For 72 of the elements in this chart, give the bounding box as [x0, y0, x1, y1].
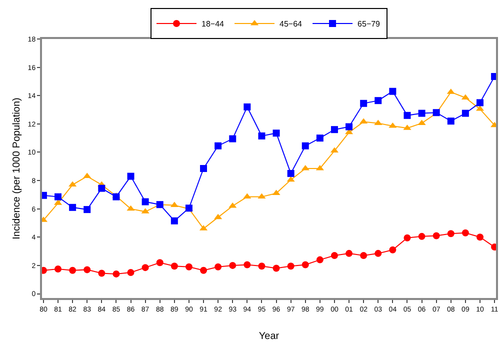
point — [200, 165, 208, 172]
point — [360, 118, 368, 124]
point — [170, 217, 178, 224]
point — [360, 252, 368, 260]
point — [404, 234, 411, 242]
point — [330, 126, 338, 134]
point — [170, 262, 178, 270]
point — [214, 214, 222, 220]
point — [272, 130, 280, 137]
legend-label: 18−44 — [202, 20, 225, 29]
point — [243, 193, 252, 199]
point — [302, 142, 309, 150]
point — [389, 246, 396, 254]
point — [360, 100, 368, 107]
point — [156, 259, 164, 266]
point — [54, 193, 62, 200]
point — [229, 135, 236, 142]
point — [84, 266, 91, 274]
point — [84, 206, 91, 214]
point — [476, 234, 484, 241]
point — [418, 110, 426, 117]
point — [418, 232, 426, 240]
point — [127, 172, 134, 180]
point — [447, 118, 454, 125]
point — [69, 204, 76, 211]
legend-label: 65−79 — [358, 20, 381, 29]
point — [346, 250, 353, 257]
point — [98, 270, 106, 277]
point — [404, 112, 411, 119]
point — [170, 202, 178, 208]
point — [98, 184, 106, 192]
point — [272, 190, 280, 196]
point — [258, 132, 266, 140]
point — [112, 193, 120, 200]
point — [374, 97, 382, 104]
point — [142, 198, 149, 206]
point — [302, 261, 309, 268]
point — [462, 110, 469, 117]
legend-label: 45−64 — [280, 20, 303, 29]
point — [272, 264, 280, 272]
point — [286, 176, 295, 182]
point — [142, 264, 149, 272]
point — [69, 266, 76, 274]
point — [54, 265, 62, 272]
point — [346, 123, 353, 130]
point — [287, 170, 294, 177]
point — [258, 262, 266, 270]
point — [389, 88, 396, 95]
point — [200, 266, 208, 274]
point — [244, 261, 251, 268]
point — [229, 262, 236, 269]
point — [214, 142, 222, 150]
x-axis-title: Year — [258, 331, 280, 342]
point — [214, 263, 222, 270]
point — [68, 181, 77, 187]
point — [83, 172, 92, 178]
point — [316, 134, 324, 142]
point — [185, 263, 192, 270]
point — [374, 250, 382, 257]
point — [462, 229, 469, 236]
point — [258, 193, 266, 199]
point — [126, 205, 135, 211]
point — [330, 252, 338, 260]
point — [112, 270, 120, 278]
y-axis-title: Incidence (per 1000 Population) — [11, 98, 22, 240]
point — [432, 232, 440, 240]
point — [316, 256, 324, 264]
point — [447, 230, 454, 238]
point — [127, 269, 134, 276]
point — [287, 262, 294, 270]
point — [244, 103, 251, 110]
point — [476, 99, 484, 106]
